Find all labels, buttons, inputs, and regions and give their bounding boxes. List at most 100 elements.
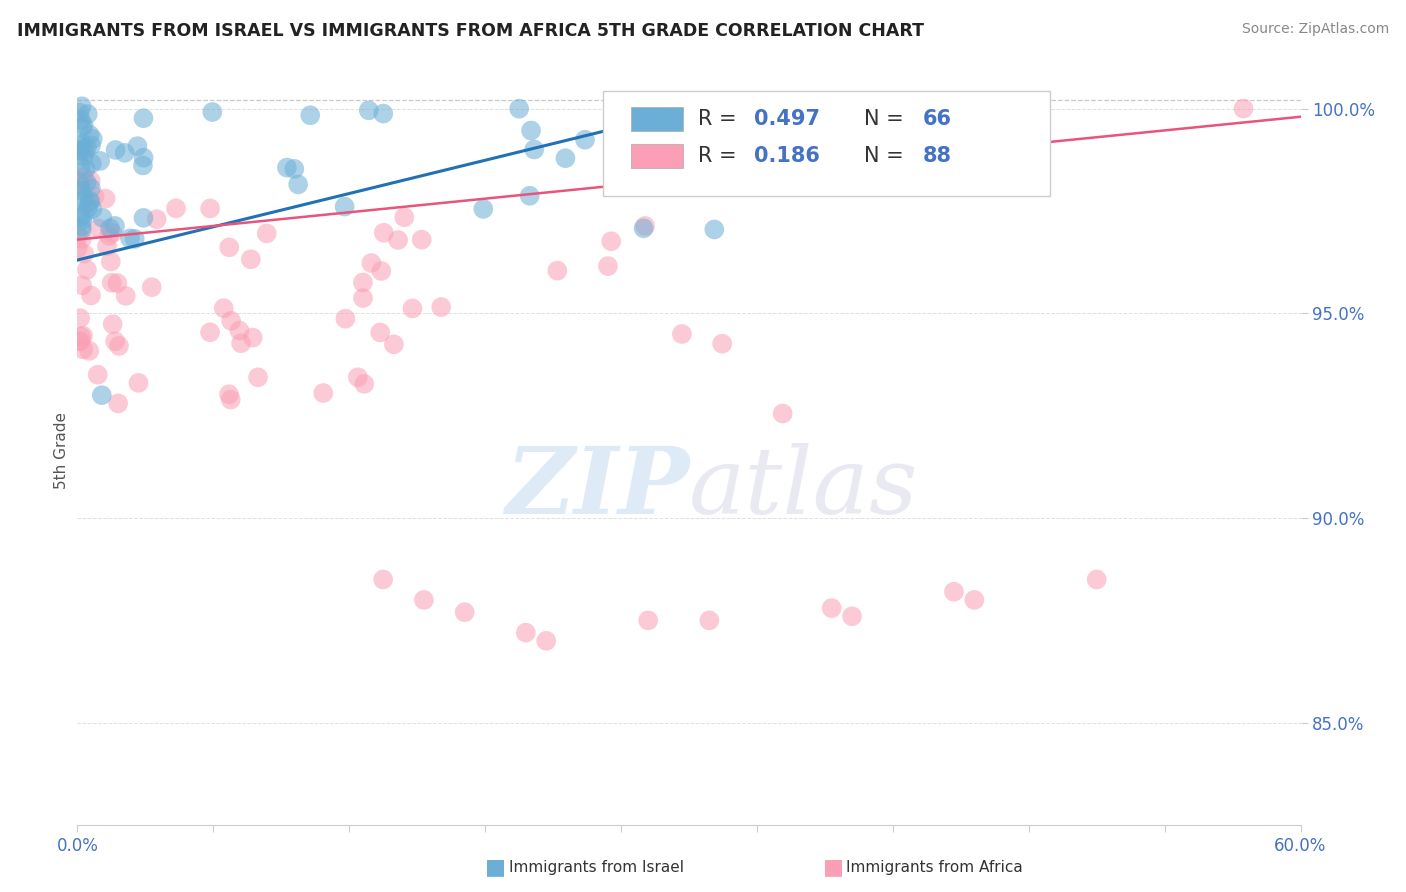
Point bbox=[371, 573, 394, 587]
Point bbox=[73, 149, 96, 163]
Point bbox=[373, 106, 395, 120]
Point bbox=[72, 343, 94, 357]
Point bbox=[219, 392, 242, 407]
Point bbox=[87, 368, 110, 382]
Point bbox=[70, 99, 93, 113]
Point bbox=[69, 160, 91, 174]
Point bbox=[69, 144, 91, 158]
Point bbox=[72, 170, 94, 185]
Point bbox=[70, 136, 93, 151]
Point bbox=[841, 609, 863, 624]
Point bbox=[70, 219, 93, 234]
Point bbox=[76, 262, 98, 277]
Text: ■: ■ bbox=[485, 857, 506, 877]
Point bbox=[219, 314, 242, 328]
Point bbox=[394, 211, 416, 225]
Point bbox=[72, 119, 94, 133]
Point bbox=[73, 207, 96, 221]
FancyBboxPatch shape bbox=[631, 107, 683, 131]
Point bbox=[352, 276, 374, 290]
Point bbox=[69, 113, 91, 128]
Point bbox=[79, 174, 101, 188]
Point bbox=[114, 145, 136, 160]
Point bbox=[333, 200, 356, 214]
Point bbox=[145, 212, 167, 227]
Point bbox=[124, 232, 146, 246]
Point bbox=[80, 138, 103, 153]
Point bbox=[634, 219, 657, 233]
Point bbox=[69, 178, 91, 192]
Point bbox=[132, 111, 155, 125]
Point bbox=[132, 158, 155, 172]
Point bbox=[73, 144, 96, 158]
Point bbox=[132, 211, 155, 225]
Point bbox=[77, 343, 100, 358]
Text: R =: R = bbox=[697, 110, 742, 129]
Point bbox=[401, 301, 423, 316]
Point bbox=[546, 263, 568, 277]
Point bbox=[519, 188, 541, 202]
Point bbox=[69, 210, 91, 224]
Point bbox=[105, 276, 128, 290]
Point bbox=[360, 256, 382, 270]
Point bbox=[70, 330, 93, 344]
Point bbox=[94, 192, 117, 206]
Point bbox=[523, 143, 546, 157]
Point bbox=[67, 194, 90, 209]
Point bbox=[69, 334, 91, 349]
Point bbox=[347, 370, 370, 384]
Point bbox=[79, 195, 101, 210]
Point bbox=[98, 221, 121, 235]
Text: atlas: atlas bbox=[689, 443, 918, 533]
Point bbox=[69, 105, 91, 120]
Point bbox=[101, 317, 124, 331]
Text: N =: N = bbox=[863, 146, 910, 166]
Point bbox=[772, 407, 794, 421]
Point bbox=[73, 246, 96, 260]
Point bbox=[335, 311, 357, 326]
Point bbox=[633, 221, 655, 235]
Point bbox=[520, 123, 543, 137]
Point bbox=[198, 326, 221, 340]
Text: 0.497: 0.497 bbox=[754, 110, 820, 129]
Point bbox=[76, 141, 98, 155]
Point bbox=[90, 388, 112, 402]
Point bbox=[287, 178, 309, 192]
Text: 66: 66 bbox=[922, 110, 952, 129]
Point bbox=[69, 143, 91, 157]
Point bbox=[508, 102, 530, 116]
Point bbox=[600, 234, 623, 248]
Point bbox=[114, 289, 136, 303]
Point bbox=[198, 202, 221, 216]
Point bbox=[67, 334, 90, 348]
Point bbox=[77, 201, 100, 215]
Text: IMMIGRANTS FROM ISRAEL VS IMMIGRANTS FROM AFRICA 5TH GRADE CORRELATION CHART: IMMIGRANTS FROM ISRAEL VS IMMIGRANTS FRO… bbox=[17, 22, 924, 40]
Point bbox=[368, 326, 391, 340]
Point bbox=[75, 162, 97, 177]
FancyBboxPatch shape bbox=[603, 91, 1050, 195]
Point bbox=[127, 376, 149, 390]
Point bbox=[72, 328, 94, 343]
Point bbox=[212, 301, 235, 316]
Point bbox=[89, 153, 111, 168]
Point bbox=[100, 276, 122, 290]
Text: 88: 88 bbox=[922, 146, 952, 166]
Point bbox=[69, 311, 91, 326]
Point bbox=[312, 386, 335, 401]
Point bbox=[256, 227, 278, 241]
Point bbox=[671, 326, 693, 341]
Point bbox=[387, 233, 409, 247]
Point bbox=[132, 151, 155, 165]
Point bbox=[70, 232, 93, 246]
Point bbox=[574, 133, 596, 147]
Point bbox=[276, 161, 298, 175]
Point bbox=[108, 339, 131, 353]
Point bbox=[382, 337, 405, 351]
Point bbox=[80, 288, 103, 302]
Point bbox=[118, 231, 141, 245]
Point bbox=[283, 161, 305, 176]
Point bbox=[353, 376, 375, 391]
Point bbox=[201, 105, 224, 120]
Point bbox=[76, 175, 98, 189]
Point bbox=[96, 239, 118, 253]
